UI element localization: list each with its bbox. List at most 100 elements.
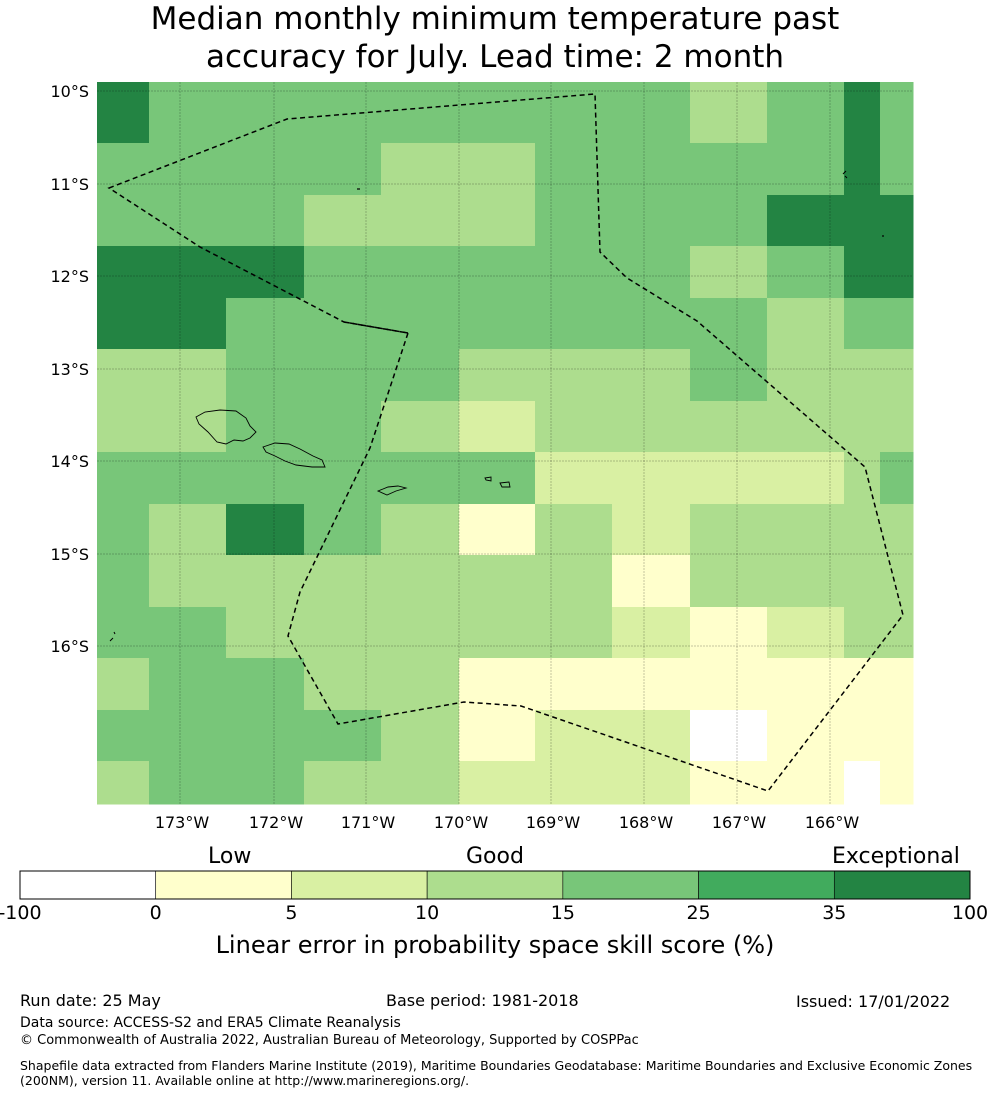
- grid-cell: [149, 298, 227, 350]
- grid-cell: [880, 761, 914, 805]
- grid-cell: [304, 401, 382, 453]
- grid-cell: [304, 504, 382, 556]
- grid-cell: [844, 246, 881, 299]
- grid-cell: [381, 401, 460, 453]
- grid-cell: [767, 452, 845, 505]
- legend-category-good: Good: [466, 844, 524, 869]
- latitude-axis: 10°S 11°S 12°S 13°S 14°S 15°S 16°S: [50, 82, 89, 656]
- grid-cell: [149, 607, 227, 659]
- grid-cell: [535, 143, 613, 196]
- grid-cell: [97, 710, 150, 762]
- grid-cell: [844, 710, 881, 762]
- grid-cell: [459, 504, 536, 556]
- grid-cell: [880, 658, 914, 711]
- latitude-label: 12°S: [50, 267, 89, 286]
- grid-cell: [844, 195, 881, 247]
- longitude-label: 170°W: [434, 813, 489, 832]
- grid-cell: [304, 607, 382, 659]
- colorbar-tick-label: 5: [285, 902, 298, 924]
- grid-cell: [767, 246, 845, 299]
- grid-cell: [226, 401, 305, 453]
- grid-cell: [304, 246, 382, 299]
- colorbar-segment: [155, 870, 292, 900]
- grid-cell: [767, 504, 845, 556]
- grid-cell: [880, 349, 914, 402]
- grid-cell: [459, 607, 536, 659]
- latitude-label: 15°S: [50, 545, 89, 564]
- grid-cell: [844, 504, 881, 556]
- grid-cell: [149, 658, 227, 711]
- island-tutuila: [376, 485, 408, 496]
- grid-cell: [690, 143, 768, 196]
- grid-cell: [690, 761, 768, 805]
- grid-cell: [381, 246, 460, 299]
- grid-cell: [226, 658, 305, 711]
- grid-cell: [304, 143, 382, 196]
- grid-cell: [690, 82, 768, 144]
- grid-cell: [880, 401, 914, 453]
- grid-cell: [844, 82, 881, 144]
- grid-cell: [381, 658, 460, 711]
- grid-cell: [381, 555, 460, 608]
- colorbar-segment: [291, 870, 428, 900]
- grid-cell: [767, 195, 845, 247]
- grid-cell: [844, 658, 881, 711]
- grid-cell: [97, 761, 150, 805]
- grid-cell: [381, 504, 460, 556]
- longitude-label: 171°W: [341, 813, 396, 832]
- grid-cell: [612, 143, 691, 196]
- grid-cell: [535, 452, 613, 505]
- colorbar-segment: [19, 870, 157, 900]
- grid-cell: [690, 452, 768, 505]
- shapefile-credit-line-1: Shapefile data extracted from Flanders M…: [20, 1058, 973, 1073]
- grid-cell: [535, 349, 613, 402]
- title-line-2: accuracy for July. Lead time: 2 month: [205, 39, 785, 75]
- grid-cell: [226, 246, 305, 299]
- grid-cell: [149, 349, 227, 402]
- grid-cell: [97, 349, 150, 402]
- eez-boundaries: [107, 93, 904, 792]
- grid-cell: [97, 504, 150, 556]
- grid-cell: [459, 555, 536, 608]
- grid-cell: [690, 246, 768, 299]
- eez-boundary-american-samoa: [343, 321, 409, 334]
- grid-cell: [381, 143, 460, 196]
- latitude-label: 13°S: [50, 360, 89, 379]
- grid-cell: [690, 555, 768, 608]
- eez-boundary-samoa: [107, 93, 904, 792]
- colorbar-segment: [833, 870, 971, 900]
- grid-cell: [149, 143, 227, 196]
- grid-cell: [690, 298, 768, 350]
- grid-cell: [226, 82, 305, 144]
- grid-cell: [844, 555, 881, 608]
- longitude-label: 172°W: [249, 813, 304, 832]
- grid-cell: [97, 607, 150, 659]
- grid-cell: [880, 82, 914, 144]
- grid-cell: [612, 82, 691, 144]
- issued-date: Issued: 17/01/2022: [796, 992, 951, 1011]
- colorbar-outline: [19, 870, 971, 900]
- grid-cell: [844, 452, 881, 505]
- grid-cell: [304, 298, 382, 350]
- grid-cell: [304, 195, 382, 247]
- grid-cell: [226, 504, 305, 556]
- grid-cell: [690, 658, 768, 711]
- grid-cell: [459, 143, 536, 196]
- grid-cell: [767, 82, 845, 144]
- grid-cell: [304, 555, 382, 608]
- colorbar-tick-label: -100: [0, 902, 42, 924]
- grid-cell: [97, 82, 150, 144]
- shapefile-credit: Shapefile data extracted from Flanders M…: [20, 1058, 980, 1088]
- grid-cell: [304, 452, 382, 505]
- grid-cell: [381, 452, 460, 505]
- island-tau: [499, 481, 511, 488]
- colorbar-tick-label: 15: [550, 902, 575, 924]
- grid-cell: [767, 761, 845, 805]
- grid-cell: [612, 658, 691, 711]
- island-savaii: [195, 409, 257, 445]
- grid-cell: [304, 658, 382, 711]
- grid-cell: [226, 143, 305, 196]
- latitude-label: 11°S: [50, 175, 89, 194]
- grid-cell: [535, 82, 613, 144]
- grid-cell: [690, 607, 768, 659]
